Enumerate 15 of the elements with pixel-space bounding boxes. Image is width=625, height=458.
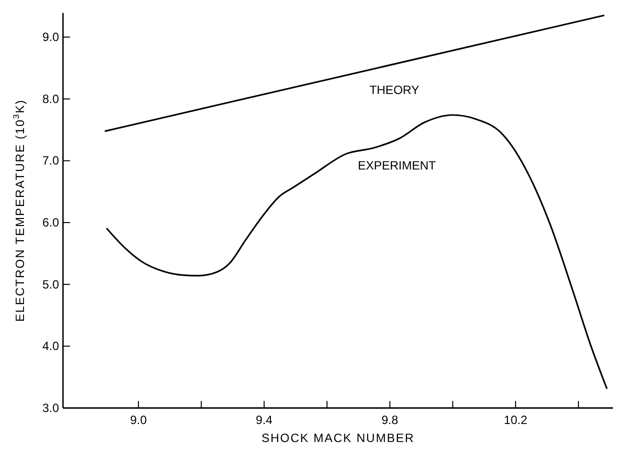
series-label: THEORY xyxy=(369,83,420,98)
y-tick-label: 3.0 xyxy=(42,401,60,415)
y-tick-label: 8.0 xyxy=(42,92,60,106)
line-series xyxy=(106,114,608,390)
x-tick-label: 9.0 xyxy=(130,413,148,427)
y-tick-label: 4.0 xyxy=(42,339,60,354)
x-tick-label: 9.4 xyxy=(256,413,273,427)
x-axis-title: SHOCK MACK NUMBER xyxy=(261,431,415,445)
y-tick-label: 6.0 xyxy=(42,216,60,230)
y-tick-label: 5.0 xyxy=(42,277,60,292)
series-label: EXPERIMENT xyxy=(358,158,437,172)
x-tick-label: 10.2 xyxy=(504,413,528,427)
y-tick-label: 7.0 xyxy=(42,154,60,168)
y-tick-label: 9.0 xyxy=(42,30,60,44)
x-tick-label: 9.8 xyxy=(382,413,399,427)
